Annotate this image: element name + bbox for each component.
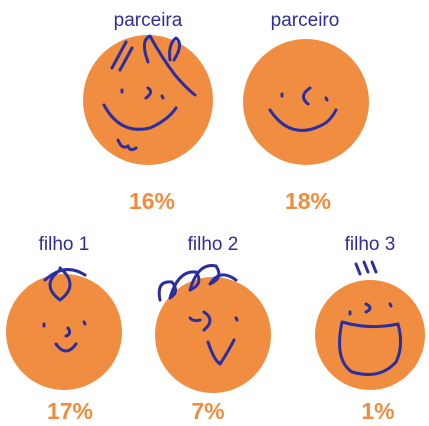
member-label: parceiro [271,10,340,31]
infographic: parceira 16% parceiro 18% filho 1 17% fi… [0,0,429,426]
member-share: 7% [191,398,224,424]
face [6,274,122,390]
member-share: 16% [129,188,175,214]
member-share: 18% [285,188,331,214]
member-share: 1% [361,398,394,424]
member-label: filho 2 [188,234,239,255]
member-share: 17% [47,398,93,424]
face [83,35,213,165]
member-label: filho 1 [39,234,90,255]
member-label: parceira [114,10,183,31]
member-label: filho 3 [345,234,396,255]
